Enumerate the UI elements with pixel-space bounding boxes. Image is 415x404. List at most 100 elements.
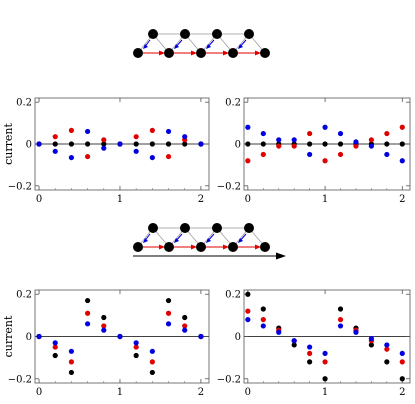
- red-arrow-head: [191, 244, 197, 250]
- data-point: [307, 141, 313, 147]
- blue-arrow-head: [174, 44, 179, 49]
- data-point: [399, 141, 405, 147]
- x-tick-label: 1: [322, 194, 328, 205]
- data-point: [182, 141, 188, 147]
- y-tick-label: 0.2: [225, 98, 241, 109]
- red-arrow-head: [223, 244, 229, 250]
- data-point: [245, 308, 251, 314]
- data-point: [68, 127, 75, 134]
- data-point: [182, 323, 188, 329]
- data-point: [182, 327, 188, 333]
- lattice-schematic-top: [133, 29, 270, 58]
- red-arrow-head: [223, 50, 229, 56]
- lattice-node-bottom: [196, 48, 206, 58]
- x-tick-label: 2: [198, 194, 204, 205]
- lattice-node-top: [212, 223, 222, 233]
- data-point: [68, 141, 75, 147]
- blue-arrow-head: [206, 238, 211, 243]
- data-point: [337, 323, 344, 329]
- data-point: [85, 153, 91, 160]
- data-point: [85, 128, 91, 135]
- data-point: [36, 141, 42, 147]
- y-tick-label: −0.2: [217, 181, 241, 192]
- y-tick-label: −0.2: [217, 374, 241, 385]
- data-point: [36, 333, 42, 340]
- y-tick-label: 0: [26, 332, 32, 343]
- data-point: [149, 369, 155, 376]
- data-point: [149, 348, 155, 354]
- data-point: [337, 306, 344, 312]
- data-point: [353, 143, 359, 149]
- lattice-node-top: [148, 223, 158, 233]
- lattice-node-bottom: [260, 242, 270, 252]
- data-point: [399, 158, 405, 164]
- data-point: [133, 148, 139, 154]
- y-tick-label: 0.2: [16, 290, 32, 301]
- y-axis-label: current: [2, 123, 15, 165]
- x-tick-label: 1: [322, 387, 328, 398]
- data-point: [384, 342, 390, 348]
- data-point: [337, 141, 344, 147]
- x-tick-label: 2: [198, 387, 204, 398]
- data-point: [182, 134, 188, 140]
- data-point: [133, 340, 139, 346]
- blue-arrow-head: [238, 238, 243, 243]
- data-point: [368, 143, 374, 149]
- data-point: [384, 359, 390, 365]
- data-point: [52, 340, 58, 346]
- chart-panel-bottom-left: −0.2 0 0.2 0 1 2 current: [2, 289, 210, 398]
- red-arrow-head: [191, 50, 197, 56]
- data-point: [322, 141, 328, 147]
- data-point: [149, 127, 155, 134]
- data-point: [260, 323, 266, 329]
- data-point: [245, 158, 251, 164]
- data-point: [291, 338, 297, 344]
- blue-arrow-head: [238, 44, 243, 49]
- red-arrow-head: [255, 244, 261, 250]
- data-point: [260, 141, 266, 147]
- data-point: [117, 333, 123, 340]
- data-point: [198, 333, 204, 340]
- data-point: [399, 124, 405, 130]
- data-point: [276, 137, 282, 143]
- x-tick-label: 0: [36, 387, 42, 398]
- x-tick-label: 0: [245, 387, 251, 398]
- data-point: [368, 137, 374, 143]
- data-point: [133, 134, 139, 140]
- data-point: [245, 291, 251, 297]
- blue-arrow-head: [143, 44, 148, 49]
- lattice-node-top: [244, 223, 254, 233]
- blue-arrow-head: [174, 238, 179, 243]
- data-point: [149, 359, 155, 365]
- data-point: [68, 359, 75, 365]
- data-point: [133, 352, 139, 359]
- y-tick-label: −0.2: [8, 374, 32, 385]
- x-tick-label: 2: [399, 387, 405, 398]
- lattice-node-bottom: [260, 48, 270, 58]
- y-tick-label: 0: [26, 140, 32, 151]
- lattice-node-bottom: [228, 48, 238, 58]
- x-tick-label: 1: [117, 194, 123, 205]
- data-point: [245, 141, 251, 147]
- data-point: [353, 139, 359, 145]
- bias-arrow-head: [276, 252, 286, 260]
- blue-arrow-head: [143, 238, 148, 243]
- data-point: [149, 154, 155, 161]
- lattice-node-top: [244, 29, 254, 39]
- data-point: [322, 124, 328, 130]
- data-point: [101, 145, 107, 151]
- data-point: [101, 141, 107, 147]
- data-point: [101, 314, 107, 321]
- data-point: [117, 141, 123, 147]
- data-point: [52, 148, 58, 154]
- data-point: [260, 316, 266, 323]
- data-point: [322, 359, 328, 365]
- data-point: [322, 158, 328, 164]
- data-point: [307, 151, 313, 158]
- data-point: [165, 128, 172, 135]
- data-point: [384, 346, 390, 352]
- data-point: [245, 124, 251, 130]
- lattice-node-top: [212, 29, 222, 39]
- data-point: [276, 143, 282, 149]
